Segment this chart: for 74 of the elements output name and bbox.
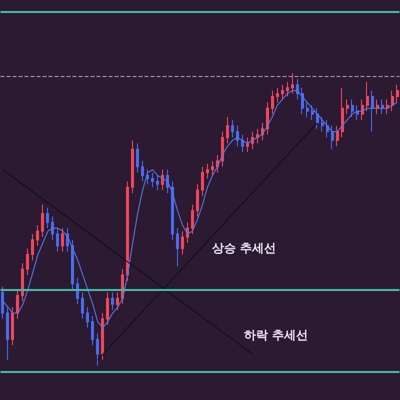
candlestick bbox=[391, 90, 394, 112]
candlestick bbox=[26, 248, 29, 276]
candlestick bbox=[326, 119, 329, 138]
candlestick bbox=[351, 98, 354, 118]
candlestick bbox=[136, 142, 139, 174]
candlestick bbox=[226, 116, 229, 144]
candlestick bbox=[126, 180, 129, 282]
candlestick bbox=[281, 84, 284, 100]
candlestick bbox=[276, 87, 279, 103]
candlestick bbox=[301, 87, 304, 115]
candlestick bbox=[321, 116, 324, 132]
candlestick bbox=[51, 216, 54, 240]
candlestick bbox=[91, 315, 94, 346]
candlestick bbox=[266, 102, 269, 136]
candlestick bbox=[356, 104, 359, 120]
candlestick bbox=[296, 78, 299, 100]
candlestick bbox=[236, 125, 239, 147]
candlestick bbox=[156, 175, 159, 191]
candlestick bbox=[106, 292, 109, 326]
annotation: 상승 추세선 bbox=[211, 241, 276, 255]
candlestick bbox=[221, 131, 224, 168]
candlestick bbox=[361, 98, 364, 120]
candlestick bbox=[131, 140, 134, 194]
candlestick bbox=[56, 228, 59, 252]
candlestick bbox=[241, 134, 244, 153]
candlestick bbox=[396, 84, 399, 103]
candlestick bbox=[246, 136, 249, 153]
candlestick bbox=[151, 172, 154, 188]
candlestick bbox=[311, 104, 314, 120]
candlestick bbox=[41, 204, 44, 238]
candlestick bbox=[261, 122, 264, 141]
candlestick bbox=[211, 160, 214, 176]
candlestick bbox=[366, 81, 369, 112]
candlestick bbox=[341, 87, 344, 138]
candlestick bbox=[6, 306, 9, 360]
candlestick bbox=[116, 292, 119, 311]
candlestick bbox=[36, 224, 39, 246]
candlestick bbox=[61, 228, 64, 252]
candlestick bbox=[171, 180, 174, 240]
candlestick bbox=[256, 128, 259, 144]
candlestick bbox=[191, 204, 194, 235]
candlestick bbox=[101, 312, 104, 360]
candlestick bbox=[71, 239, 74, 290]
candlestick bbox=[86, 306, 89, 328]
candlestick bbox=[176, 228, 179, 267]
candlestick bbox=[1, 286, 4, 320]
candlestick bbox=[371, 90, 374, 132]
candlestick bbox=[271, 90, 274, 115]
candlestick bbox=[146, 169, 149, 185]
candlestick bbox=[291, 72, 294, 94]
candlestick bbox=[31, 234, 34, 261]
candlestick bbox=[141, 160, 144, 182]
candlestick bbox=[96, 332, 99, 366]
candlestick bbox=[306, 102, 309, 118]
candlestick bbox=[161, 169, 164, 191]
candlestick bbox=[21, 262, 24, 302]
candlestick bbox=[231, 119, 234, 138]
candlestick bbox=[331, 125, 334, 150]
candlestick bbox=[196, 184, 199, 217]
candlestick bbox=[181, 230, 184, 256]
candlestick bbox=[76, 277, 79, 305]
candlestick bbox=[16, 289, 19, 320]
candlestick bbox=[206, 163, 209, 179]
candlestick bbox=[81, 292, 84, 320]
candlestick bbox=[46, 207, 49, 229]
candlestick bbox=[11, 306, 14, 346]
candlestick bbox=[316, 108, 319, 130]
candlestick bbox=[166, 169, 169, 194]
candlestick bbox=[336, 125, 339, 147]
candlestick bbox=[346, 98, 349, 115]
candlestick bbox=[201, 166, 204, 196]
candlestick bbox=[111, 292, 114, 311]
candlestick bbox=[286, 81, 289, 98]
annotation: 하락 추세선 bbox=[244, 328, 308, 342]
